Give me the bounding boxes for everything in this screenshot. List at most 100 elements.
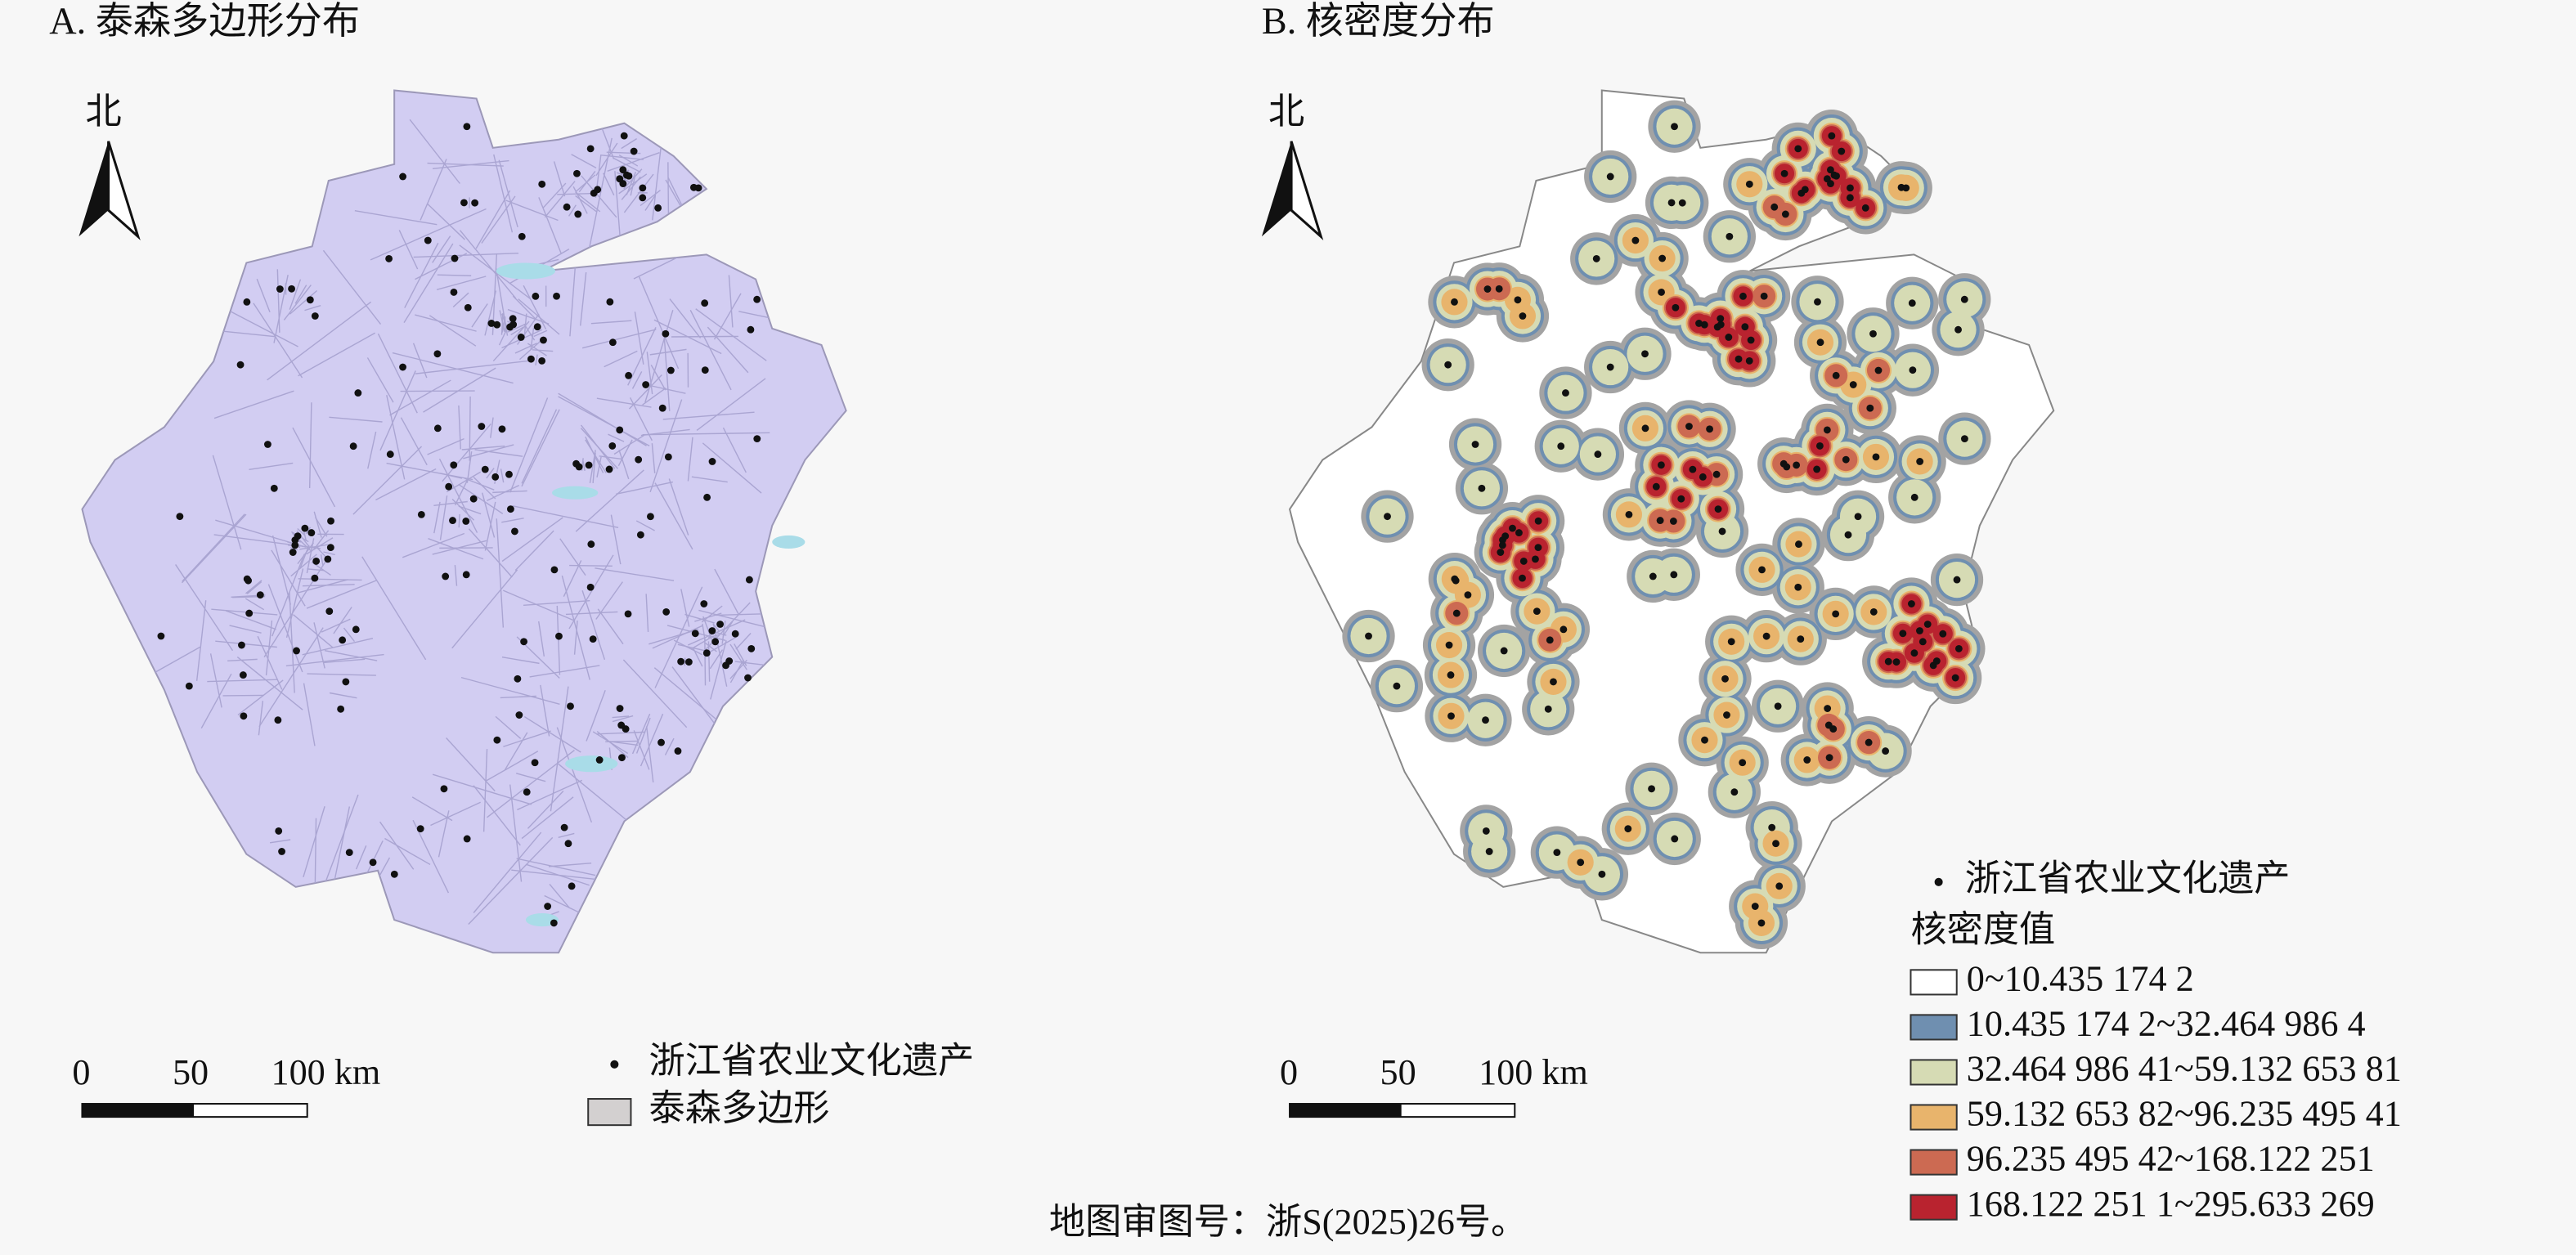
polygon-edge bbox=[503, 589, 576, 622]
polygon-edge bbox=[504, 732, 528, 771]
polygon-edge bbox=[306, 537, 334, 555]
heritage-point bbox=[518, 232, 526, 240]
heritage-point bbox=[1908, 299, 1916, 307]
polygon-edge bbox=[298, 332, 375, 377]
polygon-edge bbox=[249, 462, 294, 471]
heritage-point bbox=[1760, 292, 1768, 300]
polygon-edge bbox=[550, 686, 569, 812]
legend-swatch bbox=[1910, 1149, 1958, 1176]
heritage-point bbox=[1861, 204, 1869, 212]
heritage-point bbox=[1471, 441, 1479, 448]
heritage-point bbox=[1482, 716, 1489, 724]
polygon-edge bbox=[398, 230, 419, 270]
heritage-point bbox=[238, 641, 245, 649]
polygon-edge bbox=[307, 673, 376, 676]
heritage-point bbox=[1828, 132, 1836, 140]
heritage-point bbox=[1960, 295, 1968, 303]
heritage-point bbox=[625, 172, 633, 180]
heritage-point bbox=[624, 610, 632, 618]
polygon-edge bbox=[289, 279, 302, 310]
heritage-point bbox=[1869, 608, 1878, 616]
polygon-edge bbox=[673, 639, 702, 656]
scale-label: 50 bbox=[1380, 1052, 1416, 1092]
polygon-edge bbox=[402, 532, 465, 558]
heritage-point bbox=[1797, 635, 1805, 643]
polygon-edge bbox=[684, 613, 715, 624]
polygon-edge bbox=[645, 594, 649, 633]
polygon-edge bbox=[446, 471, 482, 493]
heritage-point bbox=[1658, 289, 1665, 296]
polygon-edge bbox=[642, 388, 666, 406]
polygon-edge bbox=[695, 308, 767, 361]
heritage-point bbox=[617, 721, 626, 729]
polygon-edge bbox=[680, 589, 690, 627]
heritage-point bbox=[1872, 453, 1880, 461]
polygon-edge bbox=[616, 481, 673, 495]
polygon-edge bbox=[333, 607, 352, 634]
polygon-edge bbox=[690, 637, 711, 650]
polygon-edge bbox=[299, 545, 310, 569]
heritage-point bbox=[442, 572, 450, 580]
heritage-point bbox=[1923, 621, 1932, 628]
polygon-edge bbox=[621, 176, 641, 200]
polygon-edge bbox=[386, 395, 406, 480]
polygon-edge bbox=[635, 520, 655, 531]
heritage-point bbox=[1721, 675, 1729, 683]
polygon-edge bbox=[710, 640, 727, 700]
heritage-point bbox=[1562, 389, 1569, 397]
polygon-edge bbox=[729, 643, 747, 670]
heritage-point bbox=[1671, 123, 1678, 131]
polygon-edge bbox=[285, 568, 304, 639]
polygon-edge bbox=[556, 727, 593, 823]
heritage-point bbox=[1451, 298, 1458, 306]
polygon-edge bbox=[596, 397, 652, 408]
heritage-point bbox=[1832, 371, 1840, 379]
heritage-point bbox=[264, 441, 272, 448]
heritage-point bbox=[531, 759, 539, 767]
heritage-point bbox=[1770, 203, 1779, 211]
heritage-point bbox=[450, 461, 458, 469]
polygon-edge bbox=[297, 579, 348, 594]
heritage-point bbox=[1594, 450, 1602, 459]
polygon-edge bbox=[294, 285, 307, 304]
polygon-edge bbox=[283, 285, 312, 320]
polygon-edge bbox=[512, 505, 619, 529]
heritage-point bbox=[1747, 336, 1755, 344]
polygon-edge bbox=[212, 455, 242, 550]
heritage-point bbox=[616, 426, 624, 434]
polygon-edge bbox=[258, 701, 264, 736]
heritage-point bbox=[385, 255, 393, 262]
water bbox=[496, 262, 556, 280]
heritage-point bbox=[1464, 591, 1472, 599]
heritage-point bbox=[1794, 145, 1802, 153]
heritage-point bbox=[301, 524, 309, 532]
polygon-edge bbox=[400, 417, 428, 466]
heritage-point bbox=[1652, 482, 1660, 491]
polygon-edge bbox=[722, 621, 734, 638]
polygon-edge bbox=[517, 779, 583, 811]
heritage-point bbox=[1546, 636, 1554, 644]
polygon-edge bbox=[600, 155, 644, 160]
polygon-edge bbox=[600, 125, 615, 159]
polygon-edge bbox=[458, 405, 461, 450]
polygon-edge bbox=[343, 627, 356, 643]
polygon-edge bbox=[644, 310, 674, 403]
polygon-edge bbox=[561, 575, 590, 680]
polygon-edge bbox=[375, 468, 437, 501]
heritage-point bbox=[1833, 172, 1840, 180]
heritage-point bbox=[1648, 785, 1655, 793]
legend-swatch bbox=[1910, 969, 1958, 996]
polygon-edge bbox=[608, 433, 625, 442]
legend-swatch bbox=[1910, 1059, 1958, 1086]
polygon-edge bbox=[509, 397, 549, 493]
heritage-point bbox=[701, 366, 709, 374]
heritage-point bbox=[515, 711, 523, 719]
heritage-point bbox=[1678, 199, 1686, 207]
polygon-edge bbox=[556, 605, 561, 675]
heritage-point bbox=[684, 658, 693, 666]
heritage-point bbox=[312, 558, 321, 565]
heritage-point bbox=[1519, 574, 1526, 582]
heritage-point bbox=[716, 621, 725, 628]
polygon-edge bbox=[510, 326, 524, 336]
polygon-edge bbox=[712, 624, 728, 687]
